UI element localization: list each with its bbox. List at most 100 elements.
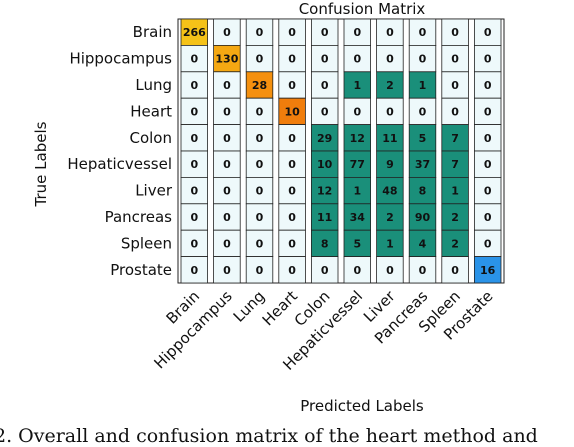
y-tick-heart: Heart xyxy=(130,102,172,120)
cell-colon-pancreas xyxy=(408,124,437,152)
cell-value-label: 0 xyxy=(353,264,361,277)
cell-spleen-lung xyxy=(245,229,274,257)
cell-value-label: 0 xyxy=(256,132,264,145)
cell-value-label: 0 xyxy=(288,158,296,171)
cell-value-label: 0 xyxy=(353,26,361,39)
cell-value-label: 0 xyxy=(386,105,394,118)
x-tick-heart: Heart xyxy=(259,287,301,329)
cell-value-label: 16 xyxy=(480,264,496,277)
cell-pancreas-heart xyxy=(278,203,306,231)
cell-colon-prostate xyxy=(473,124,502,152)
cell-heart-prostate xyxy=(473,97,502,125)
cell-brain-pancreas xyxy=(408,18,437,46)
cell-value-label: 1 xyxy=(419,79,427,92)
cell-value-label: 0 xyxy=(419,264,427,277)
cell-pancreas-pancreas xyxy=(408,203,437,231)
cell-value-label: 0 xyxy=(321,264,329,277)
cell-value-label: 0 xyxy=(256,26,264,39)
cell-value-label: 11 xyxy=(317,211,332,224)
cell-pancreas-prostate xyxy=(473,203,502,231)
cell-value-label: 11 xyxy=(382,132,397,145)
cell-pancreas-spleen xyxy=(441,203,469,231)
cell-value-label: 0 xyxy=(321,26,329,39)
cell-value-label: 0 xyxy=(256,237,264,250)
cell-value-label: 0 xyxy=(190,211,198,224)
cell-value-label: 0 xyxy=(288,237,296,250)
cell-value-label: 0 xyxy=(451,79,459,92)
cell-prostate-hippocampus xyxy=(213,256,241,284)
cell-hippocampus-hippocampus xyxy=(213,45,241,73)
cell-value-label: 0 xyxy=(256,105,264,118)
cell-hepaticvessel-lung xyxy=(245,150,274,178)
cell-value-label: 0 xyxy=(223,26,231,39)
y-tick-brain: Brain xyxy=(133,23,172,41)
y-tick-prostate: Prostate xyxy=(110,261,172,279)
cell-value-label: 2 xyxy=(386,211,394,224)
cell-lung-liver xyxy=(376,71,404,99)
cell-value-label: 0 xyxy=(386,53,394,66)
x-axis-label: Predicted Labels xyxy=(300,397,424,415)
cell-hepaticvessel-hepaticvessel xyxy=(343,150,372,178)
cell-liver-colon xyxy=(310,176,339,205)
figure-caption: 2. Overall and confusion matrix of the h… xyxy=(0,425,538,447)
cell-value-label: 0 xyxy=(484,211,492,224)
plot-frame xyxy=(177,18,505,284)
cell-liver-spleen xyxy=(441,176,469,205)
cell-value-label: 0 xyxy=(288,53,296,66)
cell-value-label: 34 xyxy=(350,211,366,224)
cell-heart-hepaticvessel xyxy=(343,97,372,125)
y-tick-colon: Colon xyxy=(129,129,172,147)
cell-value-label: 0 xyxy=(484,158,492,171)
cell-value-label: 48 xyxy=(382,185,397,198)
cell-colon-brain xyxy=(180,124,209,152)
cell-value-label: 0 xyxy=(256,158,264,171)
cell-value-label: 7 xyxy=(451,132,459,145)
cell-value-label: 0 xyxy=(190,132,198,145)
cell-value-label: 0 xyxy=(288,132,296,145)
cell-value-label: 0 xyxy=(484,237,492,250)
y-tick-hippocampus: Hippocampus xyxy=(69,50,172,68)
cell-hepaticvessel-heart xyxy=(278,150,306,178)
cell-value-label: 0 xyxy=(353,53,361,66)
cell-value-label: 7 xyxy=(451,158,459,171)
cell-value-label: 0 xyxy=(190,237,198,250)
cell-value-label: 0 xyxy=(223,158,231,171)
cell-hepaticvessel-prostate xyxy=(473,150,502,178)
y-tick-pancreas: Pancreas xyxy=(105,208,173,226)
cell-value-label: 0 xyxy=(256,53,264,66)
cell-prostate-heart xyxy=(278,256,306,284)
cell-value-label: 0 xyxy=(419,105,427,118)
cell-value-label: 77 xyxy=(350,158,365,171)
cell-value-label: 90 xyxy=(415,211,431,224)
cell-value-label: 0 xyxy=(484,132,492,145)
y-tick-liver: Liver xyxy=(135,182,173,200)
y-tick-spleen: Spleen xyxy=(121,234,172,252)
cell-value-label: 1 xyxy=(451,185,459,198)
cell-brain-liver xyxy=(376,18,404,46)
cell-spleen-brain xyxy=(180,229,209,257)
cell-value-label: 0 xyxy=(190,185,198,198)
cell-pancreas-liver xyxy=(376,203,404,231)
cell-value-label: 5 xyxy=(353,237,361,250)
cell-spleen-hippocampus xyxy=(213,229,241,257)
chart-title: Confusion Matrix xyxy=(299,0,426,18)
cell-value-label: 130 xyxy=(215,53,238,66)
cell-spleen-pancreas xyxy=(408,229,437,257)
cell-value-label: 0 xyxy=(321,79,329,92)
cell-value-label: 0 xyxy=(419,53,427,66)
cell-value-label: 0 xyxy=(451,26,459,39)
cell-hepaticvessel-hippocampus xyxy=(213,150,241,178)
cell-heart-lung xyxy=(245,97,274,125)
cell-lung-hippocampus xyxy=(213,71,241,99)
cell-prostate-hepaticvessel xyxy=(343,256,372,284)
x-tick-labels: BrainHippocampusLungHeartColonHepaticves… xyxy=(150,287,496,374)
cell-hippocampus-brain xyxy=(180,45,209,73)
cell-value-label: 12 xyxy=(350,132,365,145)
cell-prostate-liver xyxy=(376,256,404,284)
cell-liver-pancreas xyxy=(408,176,437,205)
cell-value-label: 10 xyxy=(284,105,300,118)
cell-hepaticvessel-spleen xyxy=(441,150,469,178)
cell-value-label: 0 xyxy=(223,185,231,198)
cell-hepaticvessel-brain xyxy=(180,150,209,178)
